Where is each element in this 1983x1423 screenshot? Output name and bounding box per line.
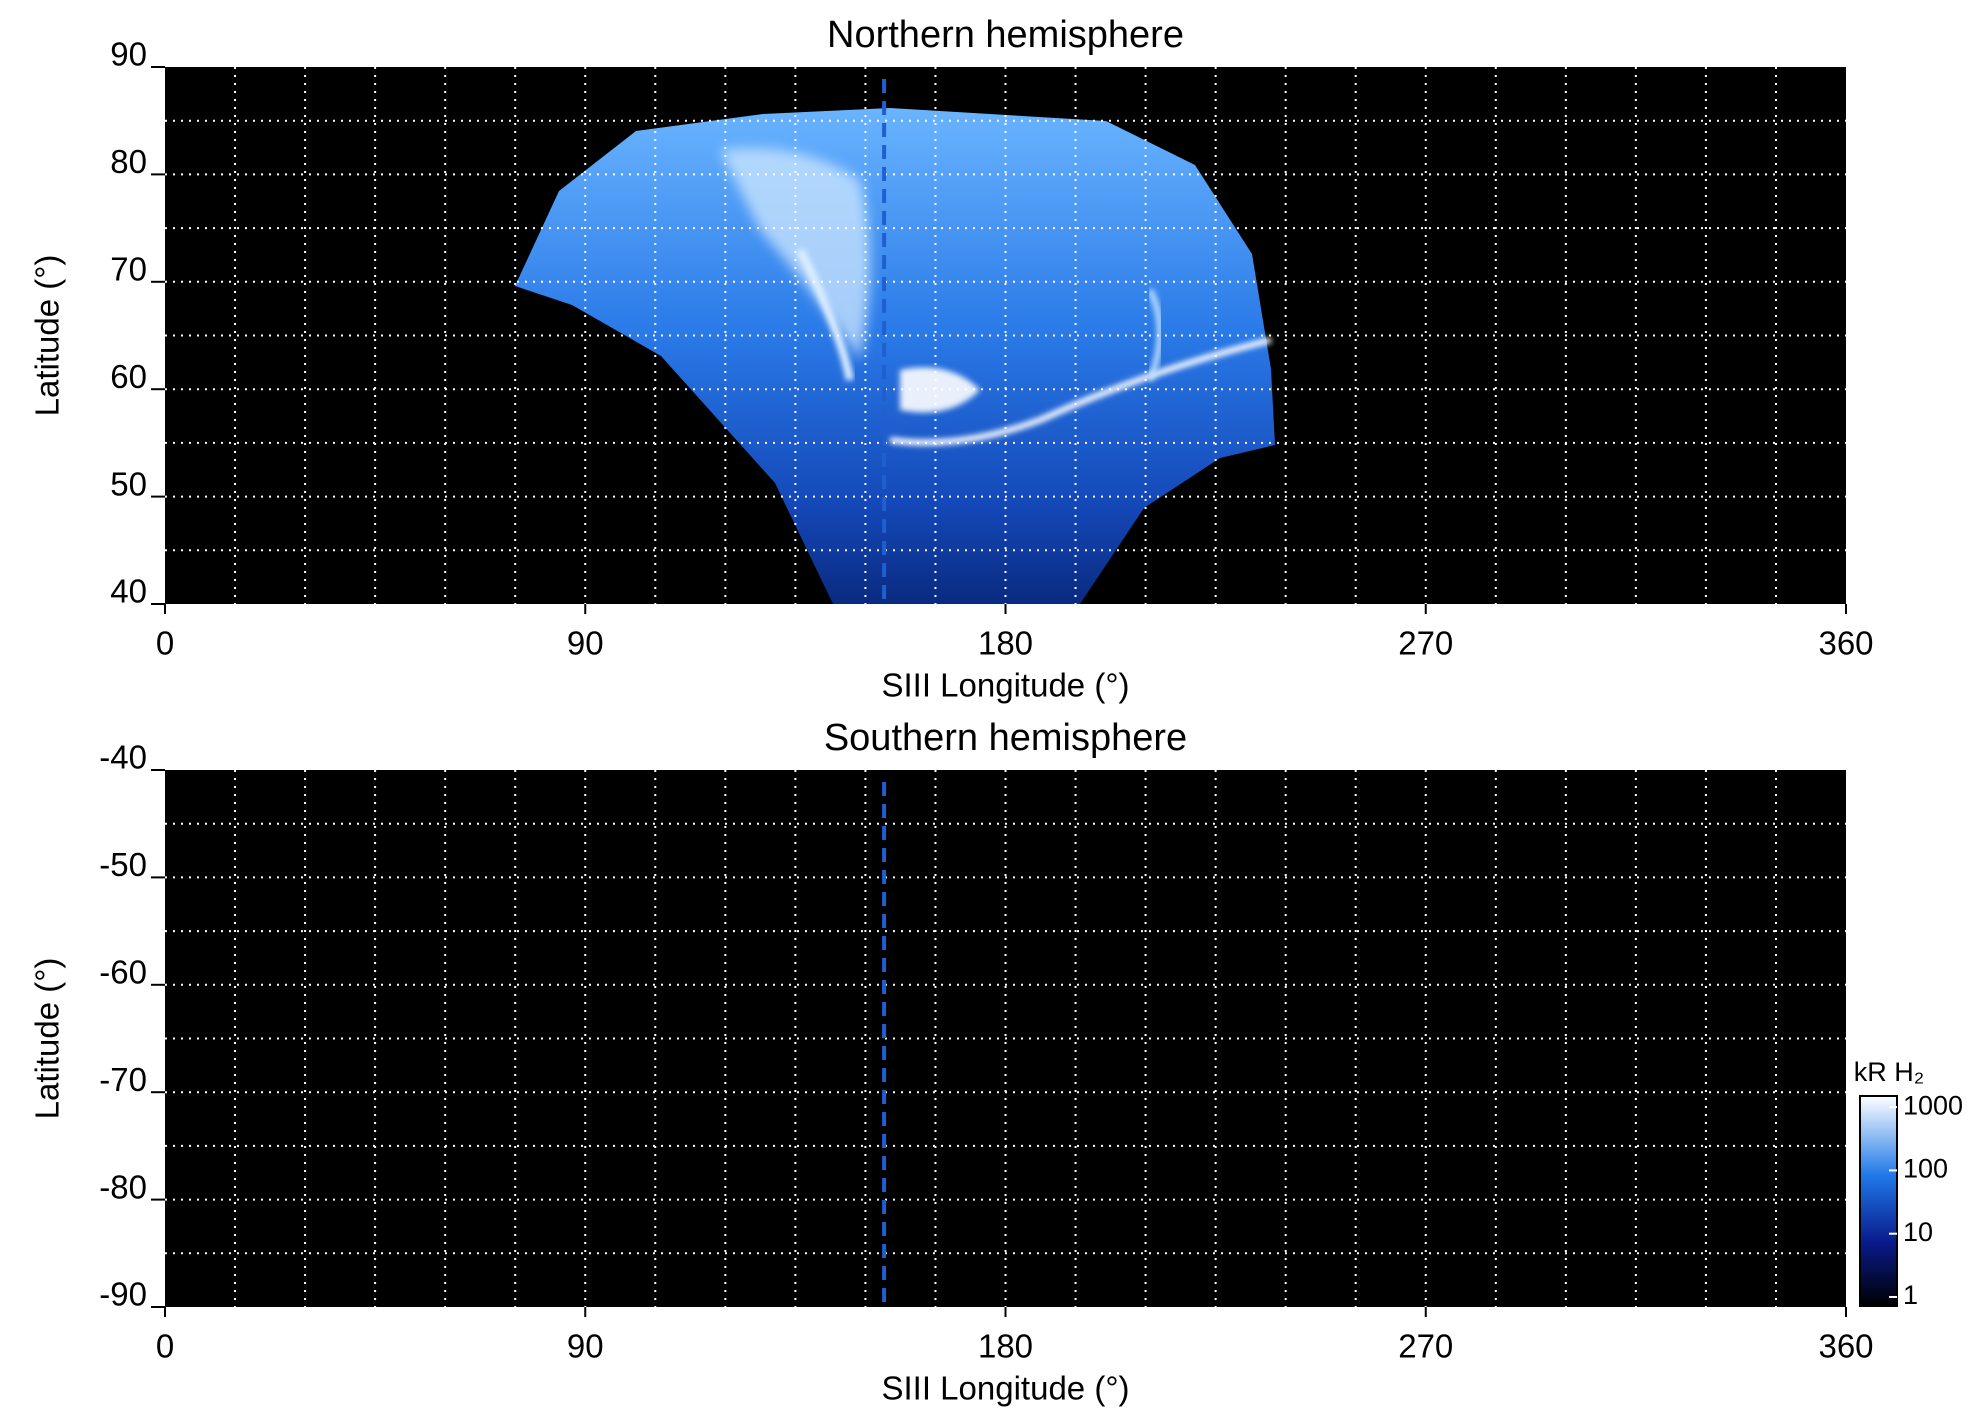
y-tick-label: -80 [99,1168,147,1205]
colorbar-tick-label: 1 [1903,1280,1918,1310]
colorbar-tick-label: 100 [1903,1154,1948,1184]
y-tick-label: 70 [110,251,147,288]
y-tick-label: -70 [99,1061,147,1098]
colorbar-tick-label: 10 [1903,1217,1933,1247]
y-tick-label: 50 [110,465,147,502]
y-tick-label: 80 [110,143,147,180]
aurora-region [515,108,1275,604]
x-tick-label: 0 [156,1328,174,1365]
y-tick-label: 40 [110,573,147,610]
y-tick-label: 90 [110,36,147,73]
x-tick-label: 0 [156,625,174,662]
y-tick-label: -40 [99,739,147,776]
aurora-arc [796,248,854,381]
panel-title: Southern hemisphere [824,717,1187,759]
aurora-bright [900,367,980,413]
y-tick-label: 60 [110,358,147,395]
aurora-arc [889,337,1272,446]
x-tick-label: 270 [1398,625,1453,662]
aurora-bright [720,148,870,360]
x-tick-label: 270 [1398,1328,1453,1365]
x-tick-label: 90 [567,625,604,662]
aurora-image [515,108,1275,604]
y-axis-label: Latitude (°) [29,255,66,417]
colorbar-label: kR H₂ [1854,1057,1924,1087]
x-tick-label: 90 [567,1328,604,1365]
y-tick-label: -90 [99,1276,147,1313]
x-axis-label: SIII Longitude (°) [882,667,1130,704]
colorbar-tick-label: 1000 [1903,1090,1963,1120]
x-tick-label: 180 [978,625,1033,662]
x-axis-label: SIII Longitude (°) [882,1370,1130,1407]
y-tick-label: -60 [99,954,147,991]
x-tick-label: 360 [1818,1328,1873,1365]
y-axis-label: Latitude (°) [29,958,66,1120]
x-tick-label: 360 [1818,625,1873,662]
aurora-arc [1147,288,1163,382]
y-tick-label: -50 [99,846,147,883]
x-tick-label: 180 [978,1328,1033,1365]
colorbar [1859,1095,1898,1307]
panel-title: Northern hemisphere [827,14,1184,56]
